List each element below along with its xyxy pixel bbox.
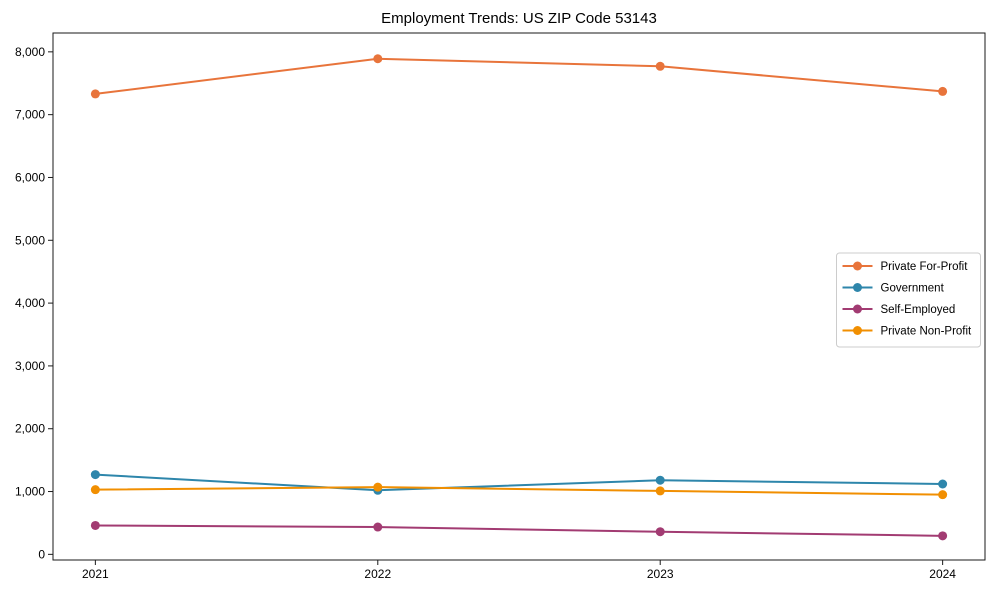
series-marker xyxy=(938,86,948,96)
y-tick-label: 2,000 xyxy=(15,422,45,436)
plot-area: 0 1,000 2,000 3,000 4,000 5,000 6,000 7,000 8,00… xyxy=(15,32,986,581)
series-marker xyxy=(655,486,665,496)
y-tick-label: 4,000 xyxy=(15,296,45,310)
series-marker xyxy=(373,54,383,64)
series-marker xyxy=(655,475,665,485)
legend-label: Private For-Profit xyxy=(881,261,969,273)
series-line xyxy=(94,57,944,95)
legend-marker-icon xyxy=(853,261,862,271)
legend-item: Self-Employed xyxy=(842,304,956,316)
legend-item: Government xyxy=(842,283,945,295)
legend-marker-icon xyxy=(853,283,862,292)
series-marker xyxy=(938,479,948,489)
legend-box xyxy=(836,252,981,348)
y-axis-ticks: 0 1,000 2,000 3,000 4,000 5,000 6,000 7,000 8,00… xyxy=(15,45,53,561)
series-marker xyxy=(90,520,100,530)
series-marker xyxy=(655,527,665,537)
x-axis-ticks: 2021 2022 2023 2024 xyxy=(82,560,956,581)
y-tick-label: 5,000 xyxy=(15,233,45,247)
legend-label: Self-Employed xyxy=(881,304,956,316)
series-line xyxy=(94,473,944,492)
y-tick-label: 1,000 xyxy=(15,485,45,499)
legend-label: Private Non-Profit xyxy=(881,326,973,338)
chart-title: Employment Trends: US ZIP Code 53143 xyxy=(381,10,657,27)
plot-border xyxy=(52,32,986,561)
x-tick-label: 2022 xyxy=(364,567,391,581)
y-tick-label: 6,000 xyxy=(15,170,45,184)
series-line xyxy=(94,486,944,496)
x-tick-label: 2023 xyxy=(647,567,674,581)
legend-label: Government xyxy=(881,283,945,295)
x-tick-label: 2024 xyxy=(929,567,956,581)
legend-item: Private Non-Profit xyxy=(842,326,973,338)
series-marker xyxy=(373,482,383,492)
y-tick-label: 3,000 xyxy=(15,359,45,373)
legend-item: Private For-Profit xyxy=(842,261,969,273)
legend-marker-icon xyxy=(853,326,862,335)
y-tick-label: 8,000 xyxy=(15,45,45,59)
series-self-employed xyxy=(90,520,948,541)
series-marker xyxy=(938,490,948,500)
series-marker xyxy=(373,522,383,532)
series-government xyxy=(90,470,948,495)
legend: Private For-Profit Government Self-Employe… xyxy=(836,252,981,348)
series-line xyxy=(94,524,944,537)
series-marker xyxy=(655,61,665,71)
series-private-for-profit xyxy=(90,54,948,99)
series-marker xyxy=(938,531,948,541)
y-tick-label: 7,000 xyxy=(15,108,45,122)
series-marker xyxy=(90,485,100,495)
series-marker xyxy=(90,470,100,480)
legend-marker-icon xyxy=(853,304,862,314)
series-private-non-profit xyxy=(90,482,948,500)
series-marker xyxy=(90,89,100,99)
y-tick-label: 0 xyxy=(38,547,45,561)
x-tick-label: 2021 xyxy=(82,567,109,581)
